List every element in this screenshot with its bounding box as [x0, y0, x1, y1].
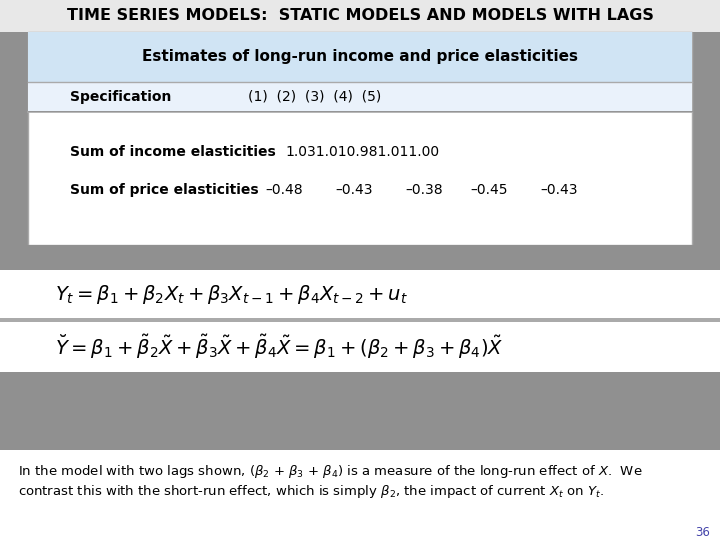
Text: (1)  (2)  (3)  (4)  (5): (1) (2) (3) (4) (5)	[248, 90, 382, 104]
Text: Specification: Specification	[70, 90, 171, 104]
Bar	[0, 450, 720, 540]
Text: contrast this with the short-run effect, which is simply $\beta_2$, the impact o: contrast this with the short-run effect,…	[18, 483, 604, 501]
Text: Estimates of long-run income and price elasticities: Estimates of long-run income and price e…	[142, 50, 578, 64]
Bar	[0, 32, 720, 36]
Text: –0.43: –0.43	[335, 183, 372, 197]
Bar	[0, 372, 720, 450]
Text: –0.43: –0.43	[540, 183, 577, 197]
Bar	[28, 32, 692, 245]
Text: Sum of price elasticities: Sum of price elasticities	[70, 183, 258, 197]
Text: –0.38: –0.38	[405, 183, 443, 197]
Bar	[28, 82, 692, 112]
Text: In the model with two lags shown, ($\beta_2$ + $\beta_3$ + $\beta_4$) is a measu: In the model with two lags shown, ($\bet…	[18, 463, 642, 481]
Text: 1.031.010.981.011.00: 1.031.010.981.011.00	[285, 145, 439, 159]
Bar	[0, 0, 720, 32]
Bar	[0, 245, 720, 270]
Text: Sum of income elasticities: Sum of income elasticities	[70, 145, 276, 159]
Bar	[0, 318, 720, 322]
Text: TIME SERIES MODELS:  STATIC MODELS AND MODELS WITH LAGS: TIME SERIES MODELS: STATIC MODELS AND MO…	[66, 9, 654, 24]
Text: –0.45: –0.45	[470, 183, 508, 197]
Text: $Y_t = \beta_1 + \beta_2 X_t + \beta_3 X_{t-1} + \beta_4 X_{t-2} + u_t$: $Y_t = \beta_1 + \beta_2 X_t + \beta_3 X…	[55, 282, 408, 306]
Bar	[0, 322, 720, 372]
Text: –0.48: –0.48	[265, 183, 302, 197]
Bar	[28, 32, 692, 82]
Text: 36: 36	[696, 525, 711, 538]
Text: $\breve{Y} = \beta_1 + \tilde{\beta}_2\tilde{X} + \tilde{\beta}_3\tilde{X} + \ti: $\breve{Y} = \beta_1 + \tilde{\beta}_2\t…	[55, 333, 503, 361]
Bar	[0, 270, 720, 318]
